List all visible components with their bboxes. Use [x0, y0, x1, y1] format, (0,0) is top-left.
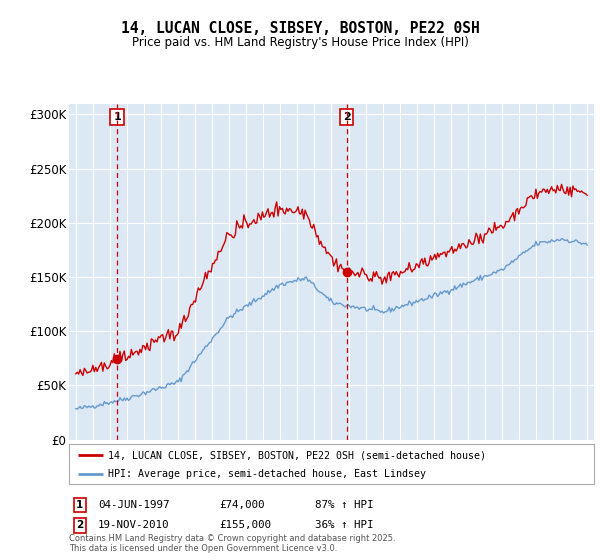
Text: 1: 1 — [76, 500, 83, 510]
Text: £74,000: £74,000 — [219, 500, 265, 510]
Text: Contains HM Land Registry data © Crown copyright and database right 2025.
This d: Contains HM Land Registry data © Crown c… — [69, 534, 395, 553]
Text: 19-NOV-2010: 19-NOV-2010 — [98, 520, 169, 530]
Text: Price paid vs. HM Land Registry's House Price Index (HPI): Price paid vs. HM Land Registry's House … — [131, 36, 469, 49]
Text: 14, LUCAN CLOSE, SIBSEY, BOSTON, PE22 0SH: 14, LUCAN CLOSE, SIBSEY, BOSTON, PE22 0S… — [121, 21, 479, 36]
Text: £155,000: £155,000 — [219, 520, 271, 530]
Text: HPI: Average price, semi-detached house, East Lindsey: HPI: Average price, semi-detached house,… — [109, 469, 427, 479]
Text: 2: 2 — [343, 112, 350, 122]
Text: 14, LUCAN CLOSE, SIBSEY, BOSTON, PE22 0SH (semi-detached house): 14, LUCAN CLOSE, SIBSEY, BOSTON, PE22 0S… — [109, 450, 487, 460]
Text: 04-JUN-1997: 04-JUN-1997 — [98, 500, 169, 510]
Text: 2: 2 — [76, 520, 83, 530]
Text: 87% ↑ HPI: 87% ↑ HPI — [315, 500, 373, 510]
Text: 1: 1 — [113, 112, 121, 122]
Text: 36% ↑ HPI: 36% ↑ HPI — [315, 520, 373, 530]
